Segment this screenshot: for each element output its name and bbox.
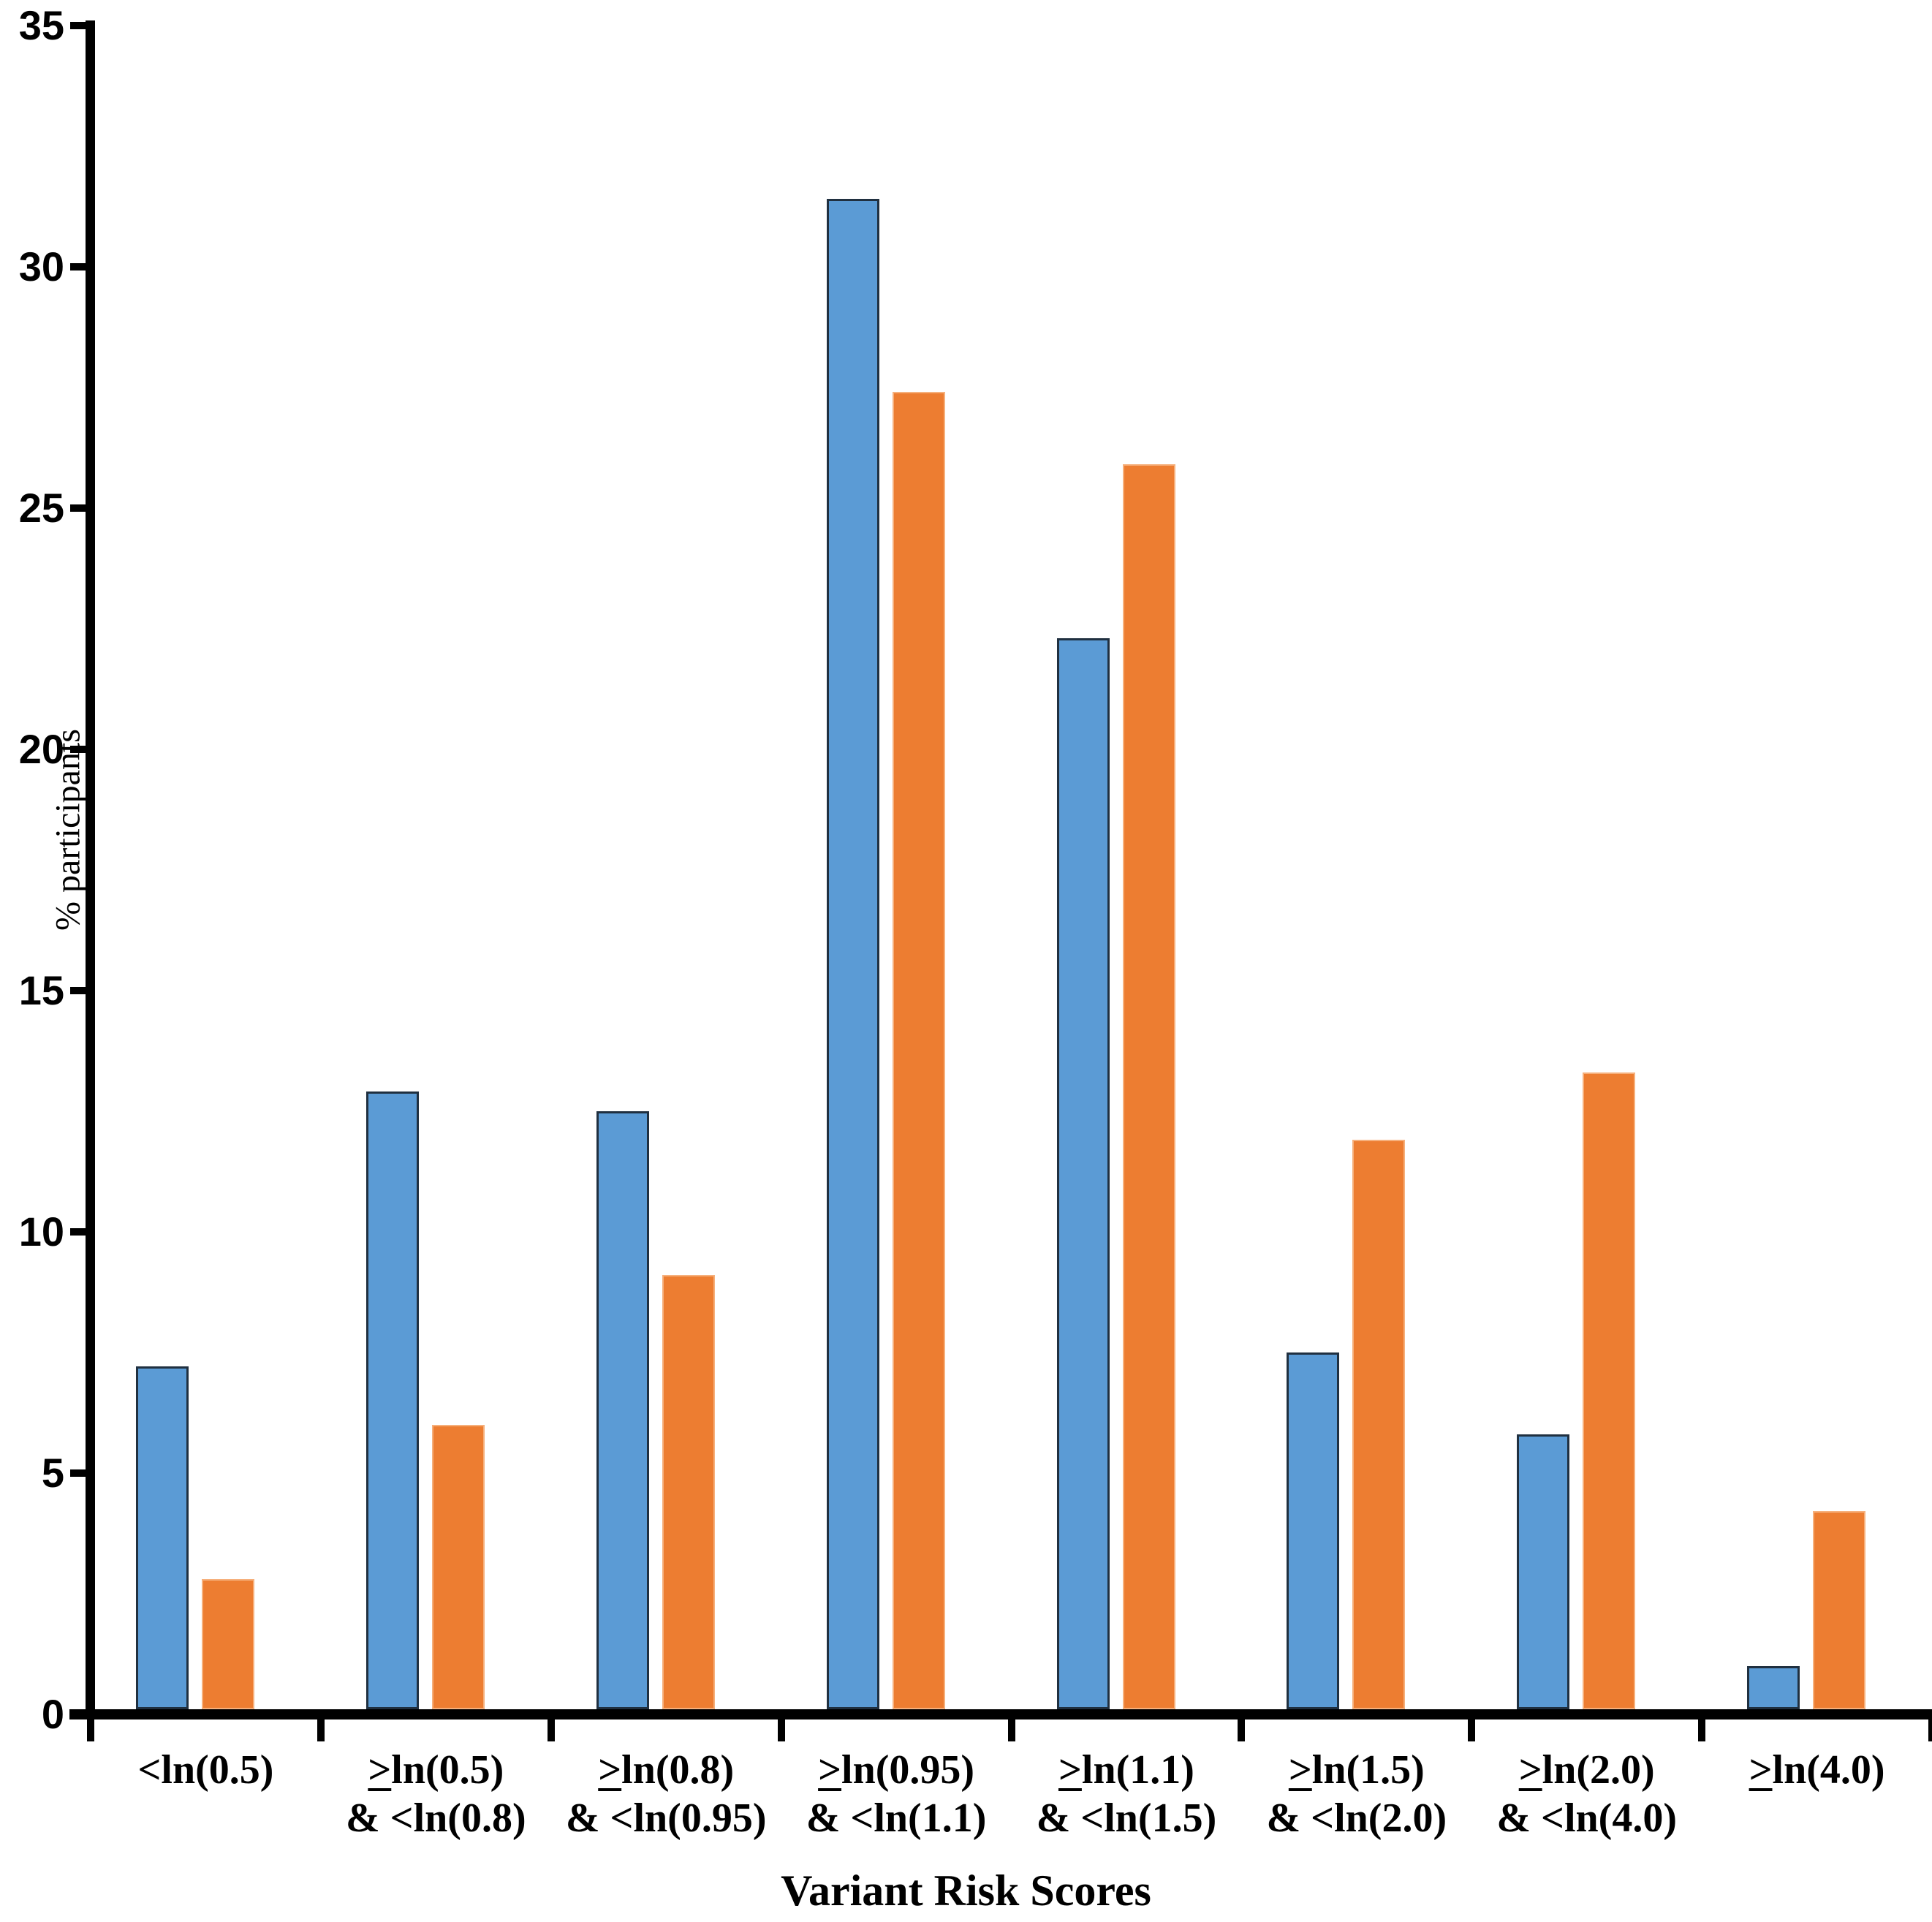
greater-equal-glyph: > — [1749, 1747, 1773, 1793]
y-tick — [70, 746, 91, 753]
x-tick — [1007, 1719, 1015, 1741]
greater-equal-glyph: > — [598, 1747, 622, 1793]
orange-series-bar-0 — [202, 1579, 254, 1709]
greater-equal-glyph: > — [1518, 1747, 1542, 1793]
blue-series-bar-7 — [1747, 1666, 1800, 1709]
category-label-1: >ln(0.5) & <ln(0.8) — [346, 1747, 526, 1841]
y-axis-line — [86, 20, 95, 1719]
y-tick-label: 15 — [18, 967, 64, 1013]
orange-series-bar-2 — [662, 1275, 715, 1709]
blue-series-bar-4 — [1057, 638, 1110, 1709]
y-tick-label: 20 — [18, 726, 64, 772]
orange-series-bar-4 — [1123, 464, 1175, 1709]
y-tick-label: 5 — [41, 1450, 64, 1496]
orange-series-bar-7 — [1813, 1511, 1865, 1709]
x-axis-title: Variant Risk Scores — [781, 1866, 1151, 1915]
x-tick — [1468, 1719, 1476, 1741]
y-tick-label: 35 — [18, 2, 64, 48]
y-tick-label: 25 — [18, 485, 64, 531]
greater-equal-glyph: > — [368, 1747, 392, 1793]
x-tick — [1238, 1719, 1246, 1741]
x-tick — [547, 1719, 555, 1741]
x-tick — [317, 1719, 325, 1741]
blue-series-bar-5 — [1287, 1352, 1339, 1709]
x-axis-line — [69, 1709, 1932, 1719]
category-label-4: >ln(1.1) & <ln(1.5) — [1036, 1747, 1217, 1841]
category-label-7: >ln(4.0) — [1749, 1747, 1885, 1793]
y-tick — [70, 987, 91, 994]
blue-series-bar-0 — [136, 1366, 189, 1709]
x-tick — [777, 1719, 785, 1741]
orange-series-bar-1 — [432, 1425, 485, 1709]
greater-equal-glyph: > — [1288, 1747, 1312, 1793]
blue-series-bar-2 — [596, 1111, 649, 1709]
x-tick — [1698, 1719, 1706, 1741]
y-tick — [70, 504, 91, 512]
blue-series-bar-6 — [1517, 1434, 1569, 1709]
orange-series-bar-5 — [1352, 1140, 1405, 1709]
y-tick-label: 0 — [41, 1691, 64, 1737]
y-tick — [70, 1711, 91, 1718]
category-label-3: >ln(0.95) & <ln(1.1) — [806, 1747, 987, 1841]
category-label-0: <ln(0.5) — [137, 1747, 274, 1793]
y-tick-label: 30 — [18, 243, 64, 290]
y-tick — [70, 22, 91, 29]
x-tick — [1928, 1719, 1932, 1741]
category-label-2: >ln(0.8) & <ln(0.95) — [565, 1747, 767, 1841]
x-tick — [87, 1719, 94, 1741]
greater-equal-glyph: > — [818, 1747, 842, 1793]
y-tick — [70, 1469, 91, 1477]
greater-equal-glyph: > — [1058, 1747, 1082, 1793]
category-label-5: >ln(1.5) & <ln(2.0) — [1266, 1747, 1447, 1841]
blue-series-bar-3 — [827, 199, 879, 1709]
y-tick-label: 10 — [18, 1208, 64, 1255]
blue-series-bar-1 — [366, 1091, 419, 1709]
category-label-6: >ln(2.0) & <ln(4.0) — [1496, 1747, 1677, 1841]
orange-series-bar-6 — [1583, 1072, 1635, 1709]
y-tick — [70, 1228, 91, 1236]
orange-series-bar-3 — [893, 392, 945, 1709]
y-tick — [70, 263, 91, 270]
